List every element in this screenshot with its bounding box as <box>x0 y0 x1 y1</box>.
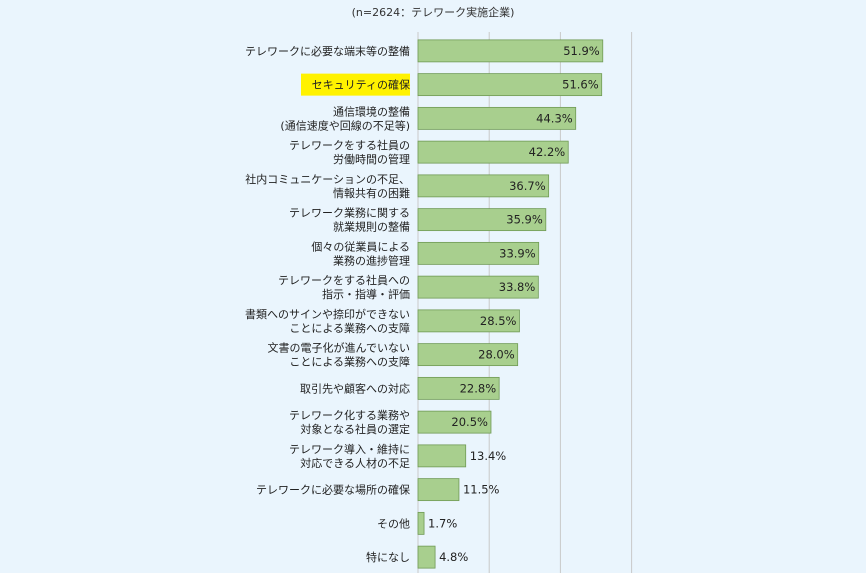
bar <box>417 511 425 535</box>
category-label: 特になし <box>366 550 410 564</box>
bar <box>417 410 492 434</box>
category-label: テレワークに必要な場所の確保 <box>256 483 410 497</box>
category-label: 個々の従業員による <box>311 240 410 253</box>
category-label: 業務の進捗管理 <box>333 253 410 267</box>
value-label: 44.3% <box>536 111 573 125</box>
value-label: 1.7% <box>428 516 457 530</box>
bar <box>417 343 519 367</box>
category-labels: テレワークに必要な端末等の整備セキュリティの確保通信環境の整備(通信速度や回線の… <box>245 44 410 564</box>
bar <box>417 444 467 468</box>
category-label: テレワーク業務に関する <box>289 206 410 220</box>
category-label: 書類へのサインや捺印ができない <box>245 307 410 321</box>
category-label: テレワークをする社員の <box>289 138 410 152</box>
category-label: 通信環境の整備 <box>333 104 410 118</box>
category-label: 指示・指導・評価 <box>322 287 410 301</box>
category-label: 社内コミュニケーションの不足、 <box>245 172 410 186</box>
bar <box>417 478 460 502</box>
sample-note: (n=2624：テレワーク実施企業) <box>352 5 515 19</box>
category-label: テレワーク導入・維持に <box>289 442 410 456</box>
bar <box>417 73 603 97</box>
value-label: 28.0% <box>478 348 515 362</box>
category-label: テレワークをする社員への <box>278 273 410 287</box>
value-label: 11.5% <box>463 483 500 497</box>
value-label: 22.8% <box>460 381 497 395</box>
category-label: 対応できる人材の不足 <box>300 456 410 470</box>
bar <box>417 545 436 569</box>
value-label: 51.9% <box>563 44 600 58</box>
bar <box>417 174 550 198</box>
bars-group <box>417 39 604 569</box>
category-label: セキュリティの確保 <box>312 78 410 92</box>
value-label: 36.7% <box>509 179 546 193</box>
bar <box>417 241 540 265</box>
bar <box>417 275 539 299</box>
bar <box>417 208 547 232</box>
bar <box>417 309 520 333</box>
category-label: (通信速度や回線の不足等) <box>280 118 410 132</box>
value-label: 4.8% <box>439 550 468 564</box>
bar <box>417 39 604 63</box>
value-label: 33.8% <box>499 280 536 294</box>
category-label: テレワークに必要な端末等の整備 <box>245 44 410 58</box>
category-label: テレワーク化する業務や <box>289 408 410 422</box>
value-label: 13.4% <box>470 449 507 463</box>
value-label: 35.9% <box>506 213 543 227</box>
category-label: 対象となる社員の選定 <box>300 422 410 436</box>
value-label: 33.9% <box>499 246 536 260</box>
category-label: 文書の電子化が進んでいない <box>268 341 410 355</box>
category-label: 情報共有の困難 <box>333 186 410 200</box>
bar <box>417 376 500 400</box>
highlight-box <box>301 73 410 96</box>
value-label: 28.5% <box>480 314 517 328</box>
category-label: 取引先や顧客への対応 <box>300 381 410 395</box>
category-label: ことによる業務への支障 <box>289 355 410 369</box>
bar <box>417 140 569 164</box>
category-label: ことによる業務への支障 <box>289 321 410 335</box>
bar <box>417 106 577 130</box>
category-label: その他 <box>377 517 410 530</box>
value-label: 20.5% <box>451 415 488 429</box>
value-label: 42.2% <box>529 145 566 159</box>
value-label: 51.6% <box>562 78 599 92</box>
value-labels: 51.9% 51.6% 44.3% 42.2% 36.7% 35.9% 33.9% 33.8%… <box>428 44 600 564</box>
category-label: 労働時間の管理 <box>333 152 410 166</box>
category-label: 就業規則の整備 <box>333 220 410 234</box>
